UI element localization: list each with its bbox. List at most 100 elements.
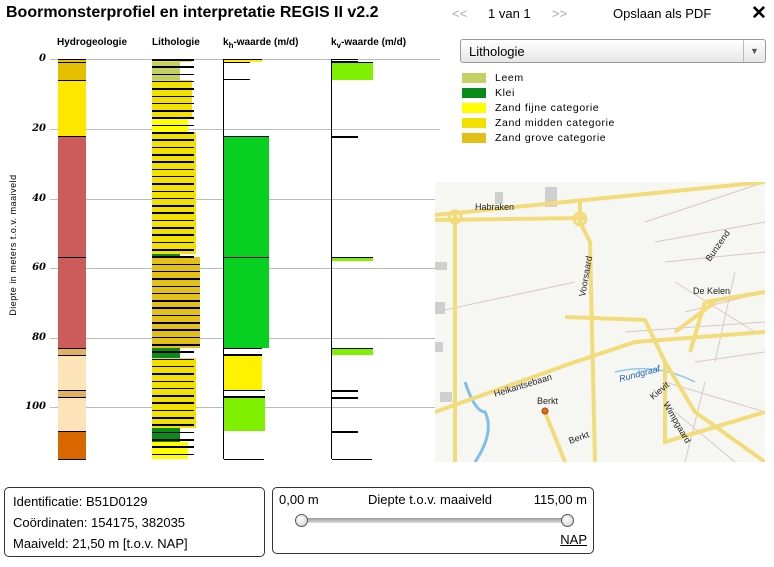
lithology-boundary — [152, 431, 194, 434]
profile-layer — [224, 354, 262, 390]
profile-layer — [58, 389, 86, 397]
lithology-boundary — [152, 300, 200, 302]
kh-symbol: k — [223, 37, 229, 48]
lithology-boundary — [152, 66, 194, 68]
lithology-boundary — [152, 154, 194, 156]
y-tick-label: 0 — [39, 53, 46, 64]
lithology-boundary — [152, 373, 194, 375]
legend-type-dropdown[interactable]: Lithologie ▼ — [460, 39, 766, 63]
swatch-leem — [462, 72, 486, 83]
lithology-boundary — [152, 292, 200, 295]
profile-layer — [332, 135, 358, 138]
lithology-boundary — [152, 117, 194, 119]
svg-text:Berkt: Berkt — [537, 396, 559, 406]
lithology-boundary — [152, 183, 194, 185]
hydrogeology-column — [58, 59, 86, 461]
identificatie-text: Identificatie: B51D0129 — [13, 494, 148, 509]
maaiveld-text: Maaiveld: 21,50 m [t.o.v. NAP] — [13, 536, 188, 551]
lithology-boundary — [152, 234, 194, 236]
lithology-boundary — [152, 219, 194, 222]
swatch-zand-midden — [462, 117, 486, 128]
profile-layer — [58, 135, 86, 258]
legend-label: Zand fijne categorie — [495, 101, 600, 114]
column-header-kv: kv-waarde (m/d) — [331, 37, 406, 50]
close-icon[interactable]: ✕ — [751, 3, 767, 24]
lithology-boundary — [152, 110, 194, 112]
kh-column — [223, 59, 283, 461]
borehole-profile-plot: Diepte in meters t.o.v. maaiveld 0 20 40 60… — [0, 50, 440, 470]
slider-max-value: 115,00 m — [533, 492, 587, 507]
lithology-band — [152, 427, 180, 442]
svg-text:Bunzend: Bunzend — [703, 228, 732, 263]
y-tick-label: 20 — [32, 123, 46, 134]
profile-bottom — [58, 459, 86, 461]
lithology-boundary — [152, 395, 194, 397]
lithology-boundary — [152, 307, 200, 309]
profile-layer — [224, 257, 269, 348]
lithology-band — [152, 59, 192, 63]
previous-page-button[interactable]: << — [452, 6, 468, 21]
legend-item-zand-midden: Zand midden categorie — [462, 115, 615, 130]
lithology-boundary — [152, 95, 194, 98]
lithology-boundary — [152, 365, 194, 368]
dropdown-selected-value: Lithologie — [469, 44, 525, 59]
lithology-boundary — [152, 387, 194, 390]
lithology-boundary — [152, 168, 194, 171]
slider-min-handle[interactable] — [295, 514, 308, 527]
profile-layer — [58, 79, 86, 136]
slider-max-handle[interactable] — [561, 514, 574, 527]
swatch-zand-grof — [462, 132, 486, 143]
column-header-kh: kh-waarde (m/d) — [223, 37, 298, 50]
lithology-band — [152, 358, 196, 428]
lithology-boundary — [152, 409, 194, 412]
lithology-band — [152, 347, 180, 359]
lithology-boundary — [152, 278, 200, 280]
y-tick-label: 60 — [32, 262, 46, 273]
profile-layer — [224, 347, 262, 355]
kv-symbol: k — [331, 37, 337, 48]
depth-slider-track[interactable] — [301, 518, 567, 523]
profile-layer — [332, 396, 358, 399]
svg-text:De Kelen: De Kelen — [693, 286, 730, 296]
next-page-button[interactable]: >> — [552, 6, 568, 21]
kv-unit: -waarde (m/d) — [341, 37, 407, 48]
profile-bottom — [224, 459, 264, 461]
lithology-boundary — [152, 59, 194, 61]
profile-layer — [58, 257, 86, 348]
kv-column — [331, 59, 391, 461]
profile-layer — [58, 59, 86, 63]
depth-range-slider-box: 0,00 m Diepte t.o.v. maaiveld 115,00 m N… — [272, 487, 594, 554]
swatch-klei — [462, 87, 486, 98]
svg-text:Rundgraaf: Rundgraaf — [618, 363, 663, 384]
profile-layer — [58, 62, 86, 80]
page-indicator: 1 van 1 — [488, 6, 531, 21]
y-tick-label: 100 — [25, 401, 46, 412]
swatch-zand-fijn — [462, 102, 486, 113]
kv-subscript: v — [336, 41, 342, 50]
nap-toggle-link[interactable]: NAP — [560, 532, 587, 547]
profile-layer — [332, 431, 358, 434]
map-graphic: Habraken De Kelen Berkt Berkt Heikantseb… — [435, 182, 765, 462]
profile-layer — [224, 62, 250, 80]
lithology-boundary — [152, 132, 194, 134]
profile-layer — [224, 389, 265, 397]
svg-text:Berkt: Berkt — [567, 429, 591, 446]
profile-layer — [332, 389, 358, 392]
coordinaten-text: Coördinaten: 154175, 382035 — [13, 515, 186, 530]
lithology-band — [152, 441, 188, 460]
legend: Leem Klei Zand fijne categorie Zand midd… — [462, 70, 615, 145]
lithology-boundary — [152, 351, 194, 353]
slider-min-value: 0,00 m — [279, 492, 319, 507]
legend-label: Klei — [495, 86, 515, 99]
lithology-boundary — [152, 329, 200, 331]
legend-item-zand-fijn: Zand fijne categorie — [462, 100, 615, 115]
legend-item-zand-grof: Zand grove categorie — [462, 130, 615, 145]
lithology-boundary — [152, 249, 194, 251]
chevron-down-icon[interactable]: ▼ — [743, 40, 765, 62]
lithology-boundary — [152, 139, 194, 141]
slider-label: Diepte t.o.v. maaiveld — [368, 492, 493, 507]
save-as-pdf-button[interactable]: Opslaan als PDF — [613, 6, 712, 21]
lithology-boundary — [152, 439, 194, 441]
location-map[interactable]: Habraken De Kelen Berkt Berkt Heikantseb… — [435, 182, 765, 462]
y-tick-label: 80 — [32, 332, 46, 343]
